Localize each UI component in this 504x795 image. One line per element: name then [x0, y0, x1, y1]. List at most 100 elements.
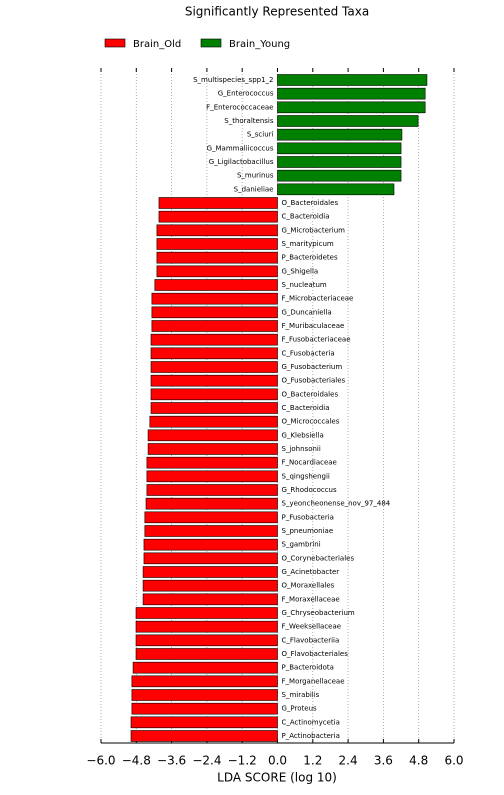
- x-tick-label: −2.4: [192, 754, 221, 768]
- bar: [150, 347, 278, 360]
- bar: [150, 361, 278, 373]
- bar: [131, 702, 278, 715]
- category-label: O_Fusobacteriales: [282, 377, 346, 385]
- category-label: S_qingshengii: [282, 472, 330, 480]
- bar: [150, 388, 278, 401]
- bar: [156, 224, 278, 237]
- legend-swatch: [200, 38, 222, 48]
- bar: [150, 374, 278, 387]
- category-label: S_multispecies_spp1_2: [193, 76, 273, 84]
- bar: [151, 320, 278, 332]
- bar: [277, 115, 419, 127]
- bar: [135, 634, 278, 647]
- x-tick-label: 3.6: [374, 754, 393, 768]
- bar: [135, 648, 278, 660]
- bar: [150, 402, 278, 414]
- bar: [147, 443, 278, 455]
- bar: [130, 730, 278, 742]
- x-tick-label: −1.2: [228, 754, 257, 768]
- category-label: F_Nocardiaceae: [282, 459, 337, 467]
- bar: [277, 142, 402, 155]
- bar: [151, 306, 278, 319]
- bar: [143, 552, 278, 565]
- category-label: S_yeoncheonense_nov_97_484: [282, 500, 391, 508]
- category-label: S_sciuri: [247, 131, 274, 139]
- category-label: G_Duncaniella: [282, 308, 332, 316]
- category-label: F_Weeksellaceae: [282, 623, 342, 631]
- x-tick-label: 2.4: [339, 754, 358, 768]
- bar: [146, 456, 278, 469]
- x-tick-label: 6.0: [444, 754, 463, 768]
- category-label: O_Bacteroidales: [282, 199, 339, 207]
- x-tick-label: −6.0: [86, 754, 115, 768]
- category-label: G_Enterococcus: [218, 90, 274, 98]
- category-label: C_Bacteroidia: [282, 213, 330, 221]
- bar: [277, 87, 426, 100]
- category-label: G_Chryseobacterium: [282, 609, 355, 617]
- bar: [156, 265, 278, 278]
- legend-label: Brain_Old: [133, 39, 181, 50]
- bar: [142, 566, 278, 578]
- category-label: S_danieliae: [234, 185, 274, 193]
- category-label: S_thoraltensis: [224, 117, 274, 125]
- category-label: S_gambrini: [282, 541, 321, 549]
- category-label: S_maritypicum: [282, 240, 334, 248]
- bar: [277, 128, 403, 141]
- category-label: F_Moraxellaceae: [282, 595, 340, 603]
- bar: [156, 238, 278, 250]
- bar: [277, 169, 402, 182]
- category-label: O_Flavobacteriales: [282, 650, 349, 658]
- bar: [130, 716, 278, 729]
- bar: [145, 497, 278, 510]
- category-label: C_Bacteroidia: [282, 404, 330, 412]
- category-label: F_Morganellaceae: [282, 677, 345, 685]
- category-label: S_murinus: [237, 172, 274, 180]
- x-tick-label: 4.8: [409, 754, 428, 768]
- bar: [144, 511, 278, 524]
- bar: [143, 538, 278, 551]
- chart-title: Significantly Represented Taxa: [185, 5, 369, 19]
- bar: [146, 484, 278, 496]
- category-label: O_Corynebacteriales: [282, 554, 355, 562]
- bar: [277, 101, 426, 114]
- category-label: S_nucleatum: [282, 281, 327, 289]
- category-label: F_Microbacteriaceae: [282, 295, 354, 303]
- bar: [277, 74, 428, 86]
- category-label: G_Fusobacterium: [282, 363, 343, 371]
- x-tick-label: 1.2: [303, 754, 322, 768]
- x-axis-label: LDA SCORE (log 10): [217, 771, 337, 785]
- bar: [150, 333, 278, 346]
- category-label: G_Acinetobacter: [282, 568, 340, 576]
- bar: [151, 292, 278, 305]
- bar: [158, 197, 278, 209]
- category-label: P_Actinobacteria: [282, 732, 340, 740]
- x-tick-label: −3.6: [157, 754, 186, 768]
- category-label: C_Flavobacteriia: [282, 636, 340, 644]
- category-label: P_Bacteroidota: [282, 664, 334, 672]
- bar: [142, 579, 278, 592]
- bar: [158, 210, 278, 223]
- bar: [154, 279, 278, 291]
- category-label: G_Klebsiella: [282, 431, 324, 439]
- category-label: F_Fusobacteriaceae: [282, 336, 351, 344]
- bar: [156, 251, 278, 264]
- category-label: G_Proteus: [282, 705, 318, 713]
- category-label: S_johnsonii: [282, 445, 321, 453]
- x-tick-label: −4.8: [122, 754, 151, 768]
- bar: [131, 689, 278, 701]
- category-label: G_Mammaliicoccus: [207, 144, 274, 152]
- bar: [142, 593, 278, 606]
- category-label: P_Bacteroidetes: [282, 254, 338, 262]
- bar: [277, 156, 402, 168]
- category-label: O_Moraxellales: [282, 582, 335, 590]
- category-label: O_Bacteroidales: [282, 390, 339, 398]
- category-label: S_mirabilis: [282, 691, 320, 699]
- category-label: F_Muribaculaceae: [282, 322, 345, 330]
- category-label: O_Micrococcales: [282, 418, 340, 426]
- bar: [146, 470, 278, 483]
- category-label: S_pneumoniae: [282, 527, 334, 535]
- category-label: C_Fusobacteria: [282, 349, 335, 357]
- category-label: G_Shigella: [282, 267, 319, 275]
- category-label: C_Actinomycetia: [282, 718, 340, 726]
